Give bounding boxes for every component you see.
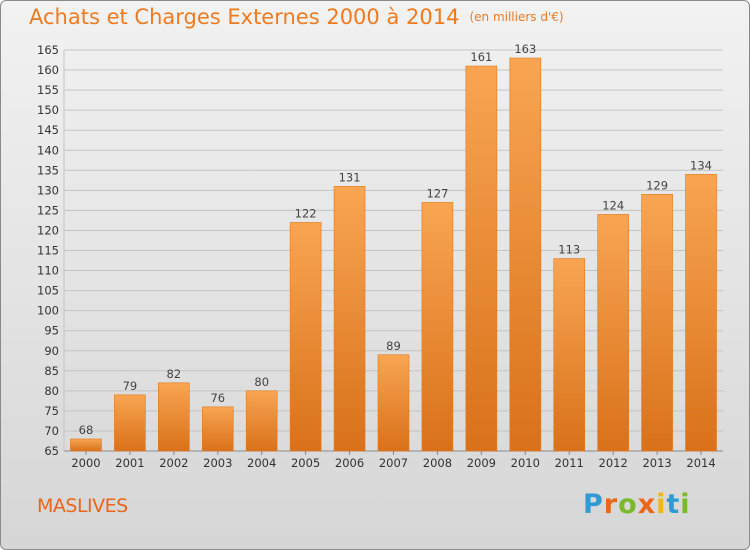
x-tick-label: 2013 [642, 456, 671, 470]
bar-2014 [685, 174, 717, 452]
value-label: 122 [295, 206, 317, 220]
bar-2007 [377, 354, 410, 452]
bar-2011 [553, 258, 586, 452]
x-tick-label: 2008 [423, 456, 452, 470]
bar-2013 [641, 194, 673, 452]
logo-letter: P [583, 489, 604, 520]
value-label: 131 [339, 170, 361, 184]
logo-letter: t [666, 489, 681, 520]
value-label: 129 [646, 178, 668, 192]
bar-2001 [114, 394, 146, 452]
value-label: 79 [123, 379, 138, 393]
x-tick-label: 2003 [203, 456, 232, 470]
y-tick-label: 155 [37, 83, 59, 97]
bar-2010 [509, 57, 542, 452]
y-tick-label: 75 [44, 404, 59, 418]
bar-2000 [70, 438, 102, 452]
y-tick-label: 110 [37, 264, 59, 278]
x-tick-label: 2005 [291, 456, 320, 470]
logo-letter: o [618, 489, 638, 520]
y-tick-label: 150 [37, 103, 59, 117]
y-tick-label: 90 [44, 344, 59, 358]
logo-letter: i [656, 489, 667, 520]
chart-title: Achats et Charges Externes 2000 à 2014 (e… [29, 5, 564, 29]
value-label: 80 [254, 375, 269, 389]
y-tick-label: 115 [37, 244, 59, 258]
chart-unit: (en milliers d'€) [469, 10, 564, 24]
x-tick-label: 2012 [599, 456, 628, 470]
bar-2008 [421, 202, 454, 452]
value-label: 127 [426, 186, 448, 200]
x-tick-label: 2011 [555, 456, 584, 470]
bar-2005 [289, 222, 322, 452]
logo-letter: i [680, 489, 691, 520]
y-tick-label: 80 [44, 384, 59, 398]
y-tick-label: 125 [37, 203, 59, 217]
y-tick-label: 100 [37, 304, 59, 318]
value-label: 124 [602, 198, 624, 212]
bar-2003 [201, 406, 234, 452]
y-tick-label: 165 [37, 43, 59, 57]
y-tick-label: 120 [37, 223, 59, 237]
y-tick-label: 145 [37, 123, 59, 137]
bar-2012 [597, 214, 629, 452]
y-tick-label: 135 [37, 163, 59, 177]
value-label: 134 [690, 158, 712, 172]
y-tick-label: 65 [44, 444, 59, 458]
value-label: 113 [558, 243, 580, 257]
commune-name: MASLIVES [37, 495, 128, 517]
y-tick-label: 140 [37, 143, 59, 157]
value-label: 76 [210, 391, 225, 405]
y-tick-label: 105 [37, 284, 59, 298]
y-tick-label: 85 [44, 364, 59, 378]
x-tick-label: 2001 [115, 456, 144, 470]
proxiti-logo: Proxiti [583, 489, 691, 520]
value-label: 89 [386, 339, 401, 353]
y-tick-label: 95 [44, 324, 59, 338]
logo-letter: r [603, 489, 619, 520]
x-tick-label: 2006 [335, 456, 364, 470]
x-tick-label: 2009 [467, 456, 496, 470]
y-tick-label: 160 [37, 63, 59, 77]
bar-2006 [333, 186, 366, 452]
x-tick-label: 2014 [686, 456, 715, 470]
bar-2002 [158, 382, 190, 452]
x-tick-label: 2007 [379, 456, 408, 470]
value-label: 163 [514, 42, 536, 56]
x-tick-label: 2004 [247, 456, 276, 470]
value-label: 68 [79, 423, 94, 437]
y-tick-label: 70 [44, 424, 59, 438]
value-label: 161 [470, 50, 492, 64]
y-tick-label: 130 [37, 183, 59, 197]
x-tick-label: 2002 [159, 456, 188, 470]
logo-letter: x [637, 489, 657, 520]
bar-2009 [465, 65, 498, 452]
x-tick-label: 2000 [71, 456, 100, 470]
x-tick-label: 2010 [511, 456, 540, 470]
bar-2004 [245, 390, 278, 452]
value-label: 82 [167, 367, 182, 381]
